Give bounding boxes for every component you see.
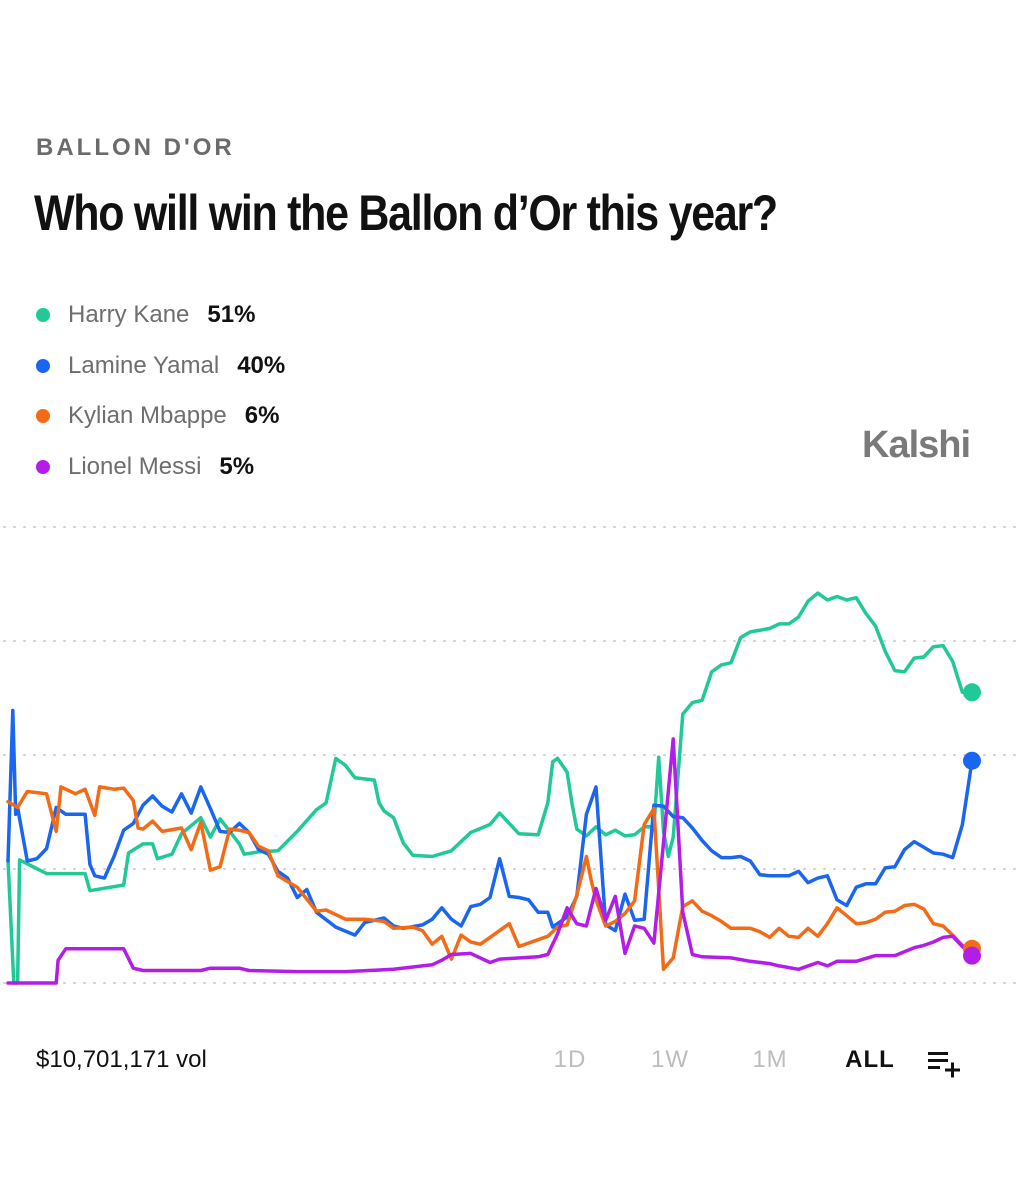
- list-add-icon[interactable]: [926, 1048, 962, 1078]
- legend-dot: [36, 358, 50, 373]
- range-tab-1w[interactable]: 1W: [651, 1046, 689, 1073]
- series-end-point-harry-kane: [963, 683, 981, 702]
- legend-dot: [36, 308, 50, 323]
- legend-percent: 6%: [244, 402, 280, 430]
- legend-item-lionel-messi: Lionel Messi 5%: [36, 442, 285, 493]
- legend-name: Lionel Messi: [68, 453, 202, 481]
- series-end-point-lionel-messi: [963, 946, 981, 965]
- legend-percent: 51%: [207, 301, 256, 329]
- kalshi-logo: Kalshi: [862, 424, 971, 466]
- legend-item-lamine-yamal: Lamine Yamal 40%: [36, 341, 285, 392]
- range-tab-1m[interactable]: 1M: [752, 1046, 788, 1073]
- range-tab-1d[interactable]: 1D: [553, 1046, 587, 1073]
- legend-item-harry-kane: Harry Kane 51%: [36, 290, 285, 341]
- legend-dot: [36, 460, 50, 475]
- legend-item-kylian-mbappe: Kylian Mbappe 6%: [36, 391, 285, 442]
- volume-label: $10,701,171 vol: [36, 1046, 207, 1073]
- series-line-harry-kane: [6, 591, 974, 985]
- legend: Harry Kane 51% Lamine Yamal 40% Kylian M…: [36, 290, 285, 492]
- legend-dot: [36, 409, 50, 424]
- legend-name: Harry Kane: [68, 301, 190, 329]
- range-tabs: 1D 1W 1M ALL: [520, 1046, 920, 1074]
- price-chart[interactable]: [0, 500, 1024, 1020]
- series-end-point-lamine-yamal: [963, 751, 981, 770]
- series-line-lamine-yamal: [6, 708, 974, 937]
- legend-name: Lamine Yamal: [68, 351, 220, 379]
- legend-percent: 5%: [219, 453, 255, 481]
- range-tab-all[interactable]: ALL: [845, 1046, 895, 1073]
- legend-name: Kylian Mbappe: [68, 402, 227, 430]
- category-label: BALLON D'OR: [36, 134, 235, 161]
- legend-percent: 40%: [237, 351, 286, 379]
- page-title: Who will win the Ballon d’Or this year?: [34, 185, 778, 241]
- series-line-kylian-mbappe: [6, 785, 974, 972]
- series-line-lionel-messi: [6, 737, 974, 985]
